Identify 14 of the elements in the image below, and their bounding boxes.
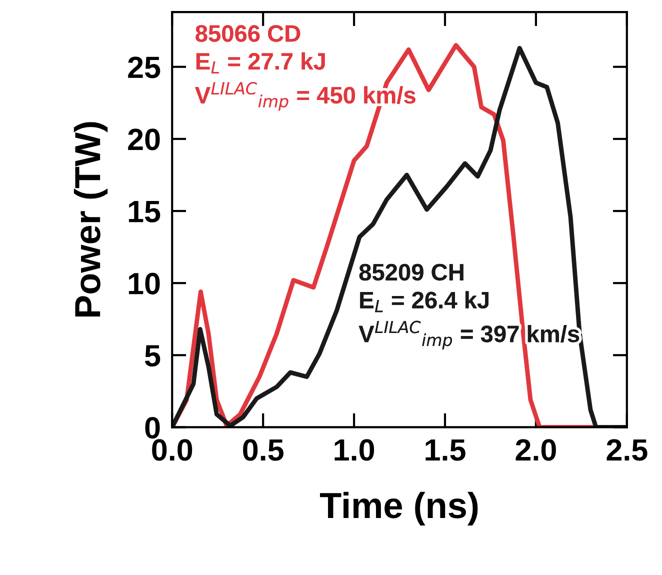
- x-axis-title: Time (ns): [320, 492, 478, 526]
- x-tick-label: 2.0: [516, 439, 556, 461]
- x-tick-label: 2.5: [606, 439, 648, 461]
- x-tick-label: 1.0: [334, 439, 374, 461]
- x-tick-label: 1.5: [426, 439, 466, 461]
- y-tick-label: 25: [128, 56, 160, 78]
- y-axis-title: Power (TW): [74, 122, 108, 317]
- y-tick-label: 10: [128, 272, 160, 294]
- x-tick-label: 0.0: [152, 439, 192, 461]
- y-tick-label: 5: [144, 345, 160, 367]
- y-tick-label: 0: [145, 416, 160, 439]
- y-tick-label: 15: [128, 201, 160, 222]
- x-tick-label: 0.5: [243, 439, 284, 461]
- y-tick-label: 20: [128, 128, 160, 150]
